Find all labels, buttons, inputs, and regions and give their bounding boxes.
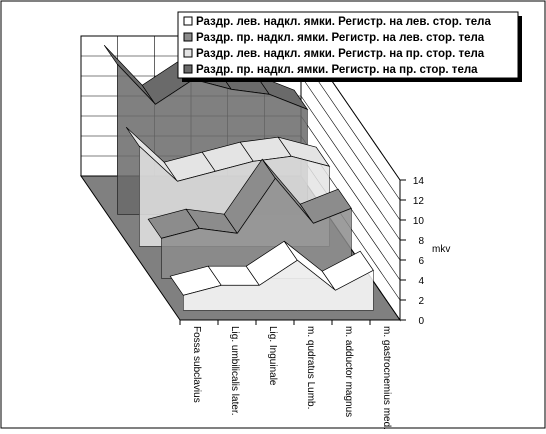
y-tick-label: 0 [418, 316, 424, 327]
series-face [183, 260, 374, 311]
legend-label: Раздр. пр. надкл. ямки. Регистр. на пр. … [196, 64, 478, 76]
x-tick-label: m. gastrocnemius med. [381, 326, 392, 429]
plot [103, 44, 374, 311]
legend-label: Раздр. лев. надкл. ямки. Регистр. на лев… [196, 16, 491, 28]
y-tick-label: 14 [413, 176, 425, 187]
legend-label: Раздр. пр. надкл. ямки. Регистр. на лев.… [196, 32, 485, 44]
legend-swatch [183, 16, 193, 26]
y-tick-label: 4 [418, 276, 424, 287]
legend-swatch [183, 48, 193, 58]
y-tick-label: 6 [418, 256, 424, 267]
x-tick-label: Lig. umbilicalis later. [229, 326, 240, 415]
x-tick-label: Lig. Inguinale [267, 326, 278, 386]
legend-items: Раздр. лев. надкл. ямки. Регистр. на лев… [183, 16, 491, 76]
x-tick-label: m. adductor magnus [343, 326, 354, 417]
legend-swatch [183, 32, 193, 42]
x-tick-label: m. qudratus Lumb. [305, 326, 316, 409]
y-tick-label: 8 [418, 236, 424, 247]
y-tick-label: 2 [418, 296, 424, 307]
y-tick-label: 10 [413, 216, 425, 227]
y-tick-label: 12 [413, 196, 425, 207]
y-axis-label: mkv [432, 244, 450, 255]
legend [177, 11, 519, 79]
legend-label: Раздр. лев. надкл. ямки. Регистр. на пр.… [196, 48, 485, 60]
x-tick-label: Fossa subclavius [191, 326, 202, 403]
legend-swatch [183, 64, 193, 74]
